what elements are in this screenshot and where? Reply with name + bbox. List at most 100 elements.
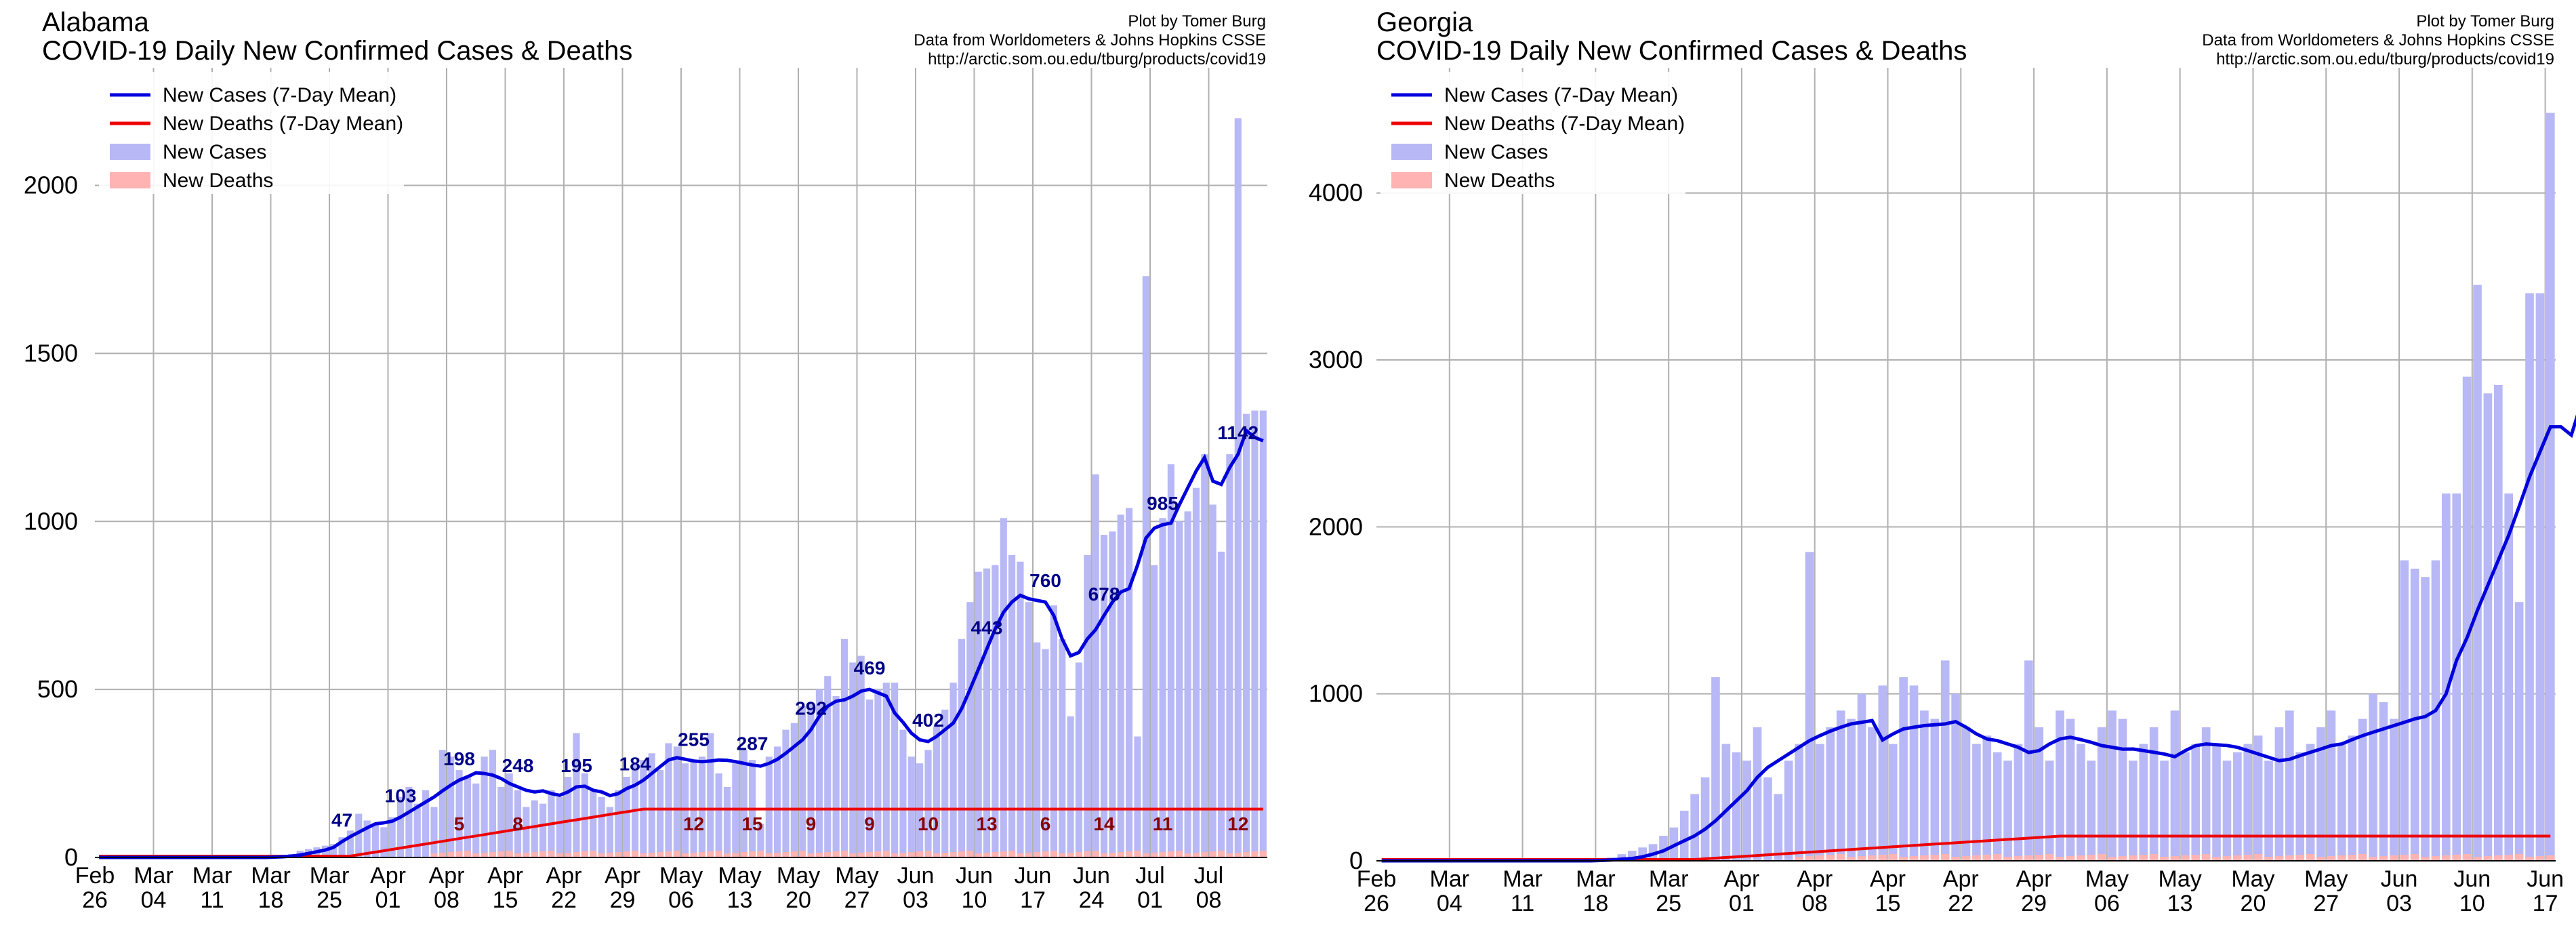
case-bar (924, 750, 932, 857)
x-tick-label: 25 (316, 887, 342, 913)
x-tick-label: 04 (141, 887, 167, 913)
case-bar (949, 683, 957, 857)
legend-cases-swatch (1391, 144, 1432, 160)
y-tick-label: 1000 (1309, 680, 1363, 708)
case-bar (1732, 752, 1741, 861)
death-bar (2306, 854, 2315, 861)
case-bar (648, 753, 655, 857)
case-bar (958, 639, 966, 857)
case-bar (865, 700, 874, 857)
case-bar (1721, 744, 1731, 861)
x-tick-label: Apr (1723, 866, 1759, 892)
credit-source: Data from Worldometers & Johns Hopkins C… (914, 31, 1266, 49)
death-bar (2013, 856, 2023, 861)
death-bar (1017, 853, 1024, 857)
death-bar (840, 851, 849, 857)
case-bar (489, 750, 497, 857)
death-bar (2003, 857, 2012, 861)
case-bar (539, 803, 547, 857)
x-tick-label: Feb (75, 863, 115, 889)
case-mean-label: 402 (912, 710, 944, 731)
death-bar (907, 852, 915, 857)
case-bar (1992, 752, 2002, 861)
death-bar (2253, 854, 2263, 861)
x-tick-label: 10 (962, 887, 987, 913)
death-bar (2066, 856, 2075, 861)
x-tick-label: May (835, 863, 878, 889)
case-bar (531, 800, 538, 857)
legend-deaths-label: New Deaths (163, 169, 273, 192)
case-bar (1209, 504, 1217, 857)
death-bar (590, 851, 597, 857)
y-tick-label: 500 (37, 675, 78, 703)
death-bar (1000, 851, 1007, 857)
death-bar (1992, 854, 2002, 861)
death-bar (523, 853, 530, 857)
case-bar (590, 790, 597, 857)
death-bar (1201, 852, 1208, 857)
death-bar (748, 851, 756, 857)
case-mean-label: 195 (560, 755, 592, 776)
case-bar (2149, 727, 2159, 861)
x-tick-label: Mar (251, 863, 291, 889)
case-bar (2462, 376, 2472, 861)
death-bar (2149, 854, 2159, 861)
death-mean-label: 13 (976, 813, 997, 834)
chart-state-title: Georgia (1376, 7, 1473, 37)
death-bar (865, 852, 874, 857)
x-tick-label: Apr (1943, 866, 1979, 892)
death-bar (1126, 851, 1133, 857)
death-bar (598, 853, 605, 857)
case-bar (874, 689, 882, 857)
y-tick-label: 2000 (1309, 512, 1363, 540)
death-bar (1816, 855, 1824, 861)
case-bar (2274, 727, 2284, 861)
legend-deaths-mean-label: New Deaths (7-Day Mean) (1444, 113, 1685, 135)
case-mean-label: 469 (854, 657, 886, 678)
x-tick-label: Mar (134, 863, 173, 889)
case-bar (2013, 744, 2023, 861)
case-bar (2170, 710, 2180, 861)
death-bar (2056, 857, 2064, 861)
death-bar (1920, 855, 1929, 861)
case-bar (2003, 761, 2012, 861)
case-bar (2483, 393, 2493, 861)
case-bar (2243, 744, 2253, 861)
x-tick-label: May (659, 863, 703, 889)
death-bar (1857, 856, 1866, 861)
y-tick-label: 0 (1349, 847, 1363, 874)
x-tick-label: May (2159, 866, 2202, 892)
case-bar (799, 706, 806, 857)
case-bar (657, 770, 664, 857)
case-bar (2285, 710, 2294, 861)
case-bar (1909, 685, 1919, 861)
case-bar (1951, 693, 1960, 861)
case-bar (2191, 744, 2201, 861)
death-bar (958, 851, 966, 857)
x-tick-label: 10 (2459, 891, 2485, 916)
x-tick-label: Jun (2527, 866, 2564, 892)
death-bar (682, 853, 689, 857)
x-tick-label: May (777, 863, 820, 889)
death-bar (2233, 855, 2242, 861)
death-bar (1909, 856, 1919, 861)
case-bar (2452, 493, 2461, 861)
case-bar (1042, 649, 1049, 857)
case-bar (2160, 761, 2169, 861)
death-bar (464, 851, 471, 857)
case-bar (2390, 718, 2398, 861)
case-bar (815, 689, 823, 857)
case-bar (2253, 735, 2263, 861)
case-bar (1700, 777, 1710, 861)
x-tick-label: Apr (1870, 866, 1906, 892)
death-bar (2077, 855, 2085, 861)
death-bar (774, 853, 781, 857)
case-bar (422, 790, 430, 857)
case-bar (891, 683, 899, 857)
death-bar (1940, 854, 1950, 861)
death-bar (2493, 855, 2503, 861)
case-mean-label: 184 (619, 753, 651, 774)
case-bar (1690, 794, 1699, 861)
death-bar (1836, 854, 1845, 861)
death-bar (1167, 851, 1174, 857)
